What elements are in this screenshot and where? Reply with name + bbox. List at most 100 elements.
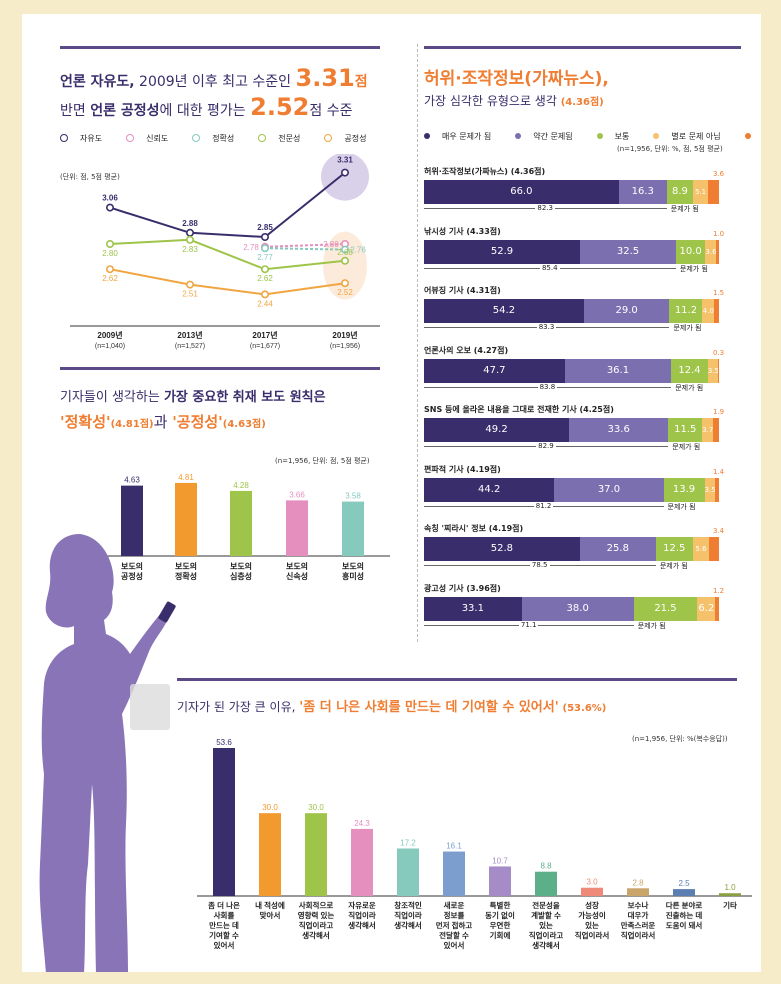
- reason-label-9-0: 보수나: [628, 900, 649, 910]
- section2-accuracy-score: (4.81점): [110, 419, 154, 430]
- stack-row-label-5: 편파적 기사 (4.19점): [424, 464, 501, 474]
- section4-title-prefix: 기자가 된 가장 큰 이유,: [177, 700, 300, 714]
- value-label-1-1: 2.80: [323, 240, 339, 249]
- stack-seg-6-0: 52.8: [424, 537, 580, 561]
- section4-title-bold: '좀 더 나은 사회를 만드는 데 기여할 수 있어서': [299, 700, 559, 715]
- series-line-4: [109, 268, 346, 296]
- principle-value-1: 4.81: [178, 473, 194, 482]
- reason-bar-8: [581, 887, 603, 896]
- stack-seg-0-0: 66.0: [424, 180, 619, 204]
- reason-label-9-3: 직업이라서: [621, 930, 656, 940]
- reason-value-11: 1.0: [724, 883, 736, 892]
- infographic-page: 언론 자유도, 2009년 이후 최고 수준인 3.31점 반면 언론 공정성에…: [22, 14, 761, 972]
- stack-seg-0-3: 5.1: [693, 180, 709, 204]
- stack-sum-label-3: 문제가 됨: [675, 383, 704, 392]
- highlight-freedom: [321, 154, 369, 201]
- reason-label-2-2: 직업이라고: [299, 920, 334, 930]
- stack-legend-label: 약간 문제됨: [533, 132, 573, 141]
- point-4-0: [105, 265, 114, 274]
- section3-title-text: 가장 심각한 유형으로 생각: [424, 94, 557, 108]
- principle-label-0-1: 공정성: [121, 571, 143, 581]
- reason-bar-9: [627, 888, 649, 896]
- reason-bar-5: [443, 851, 465, 896]
- stack-seg-0-1: 16.3: [618, 180, 667, 204]
- highlight-2019: [323, 231, 367, 300]
- reason-label-1-1: 맞아서: [260, 910, 281, 920]
- section1-fairness-label: 언론 공정성: [90, 103, 160, 119]
- stack-sum-value-4: 82.9: [536, 442, 556, 450]
- reason-label-5-2: 먼저 접하고: [436, 920, 473, 930]
- x-tick-0: 2009년: [97, 330, 122, 340]
- section2-top-rule: [60, 367, 380, 370]
- stack-seg-label-2-4: 1.5: [713, 289, 725, 297]
- stack-seg-label-1-4: 1.0: [713, 229, 725, 238]
- section4-note: (n=1,956, 단위: %(복수응답)): [632, 735, 728, 743]
- reason-label-3-2: 생각해서: [348, 920, 376, 930]
- principle-bar-3: [286, 500, 308, 556]
- reason-label-1-0: 내 적성에: [255, 900, 285, 910]
- reason-label-8-0: 성장: [585, 900, 599, 910]
- reason-label-6-0: 특별한: [490, 900, 511, 910]
- value-label-0-3: 3.31: [337, 156, 353, 165]
- section2-fairness-score: (4.63점): [222, 419, 266, 430]
- stack-seg-label-7-4: 1.2: [713, 586, 725, 595]
- reason-value-3: 24.3: [354, 819, 370, 828]
- section4-title-value: (53.6%): [562, 703, 607, 714]
- reason-value-2: 30.0: [308, 803, 324, 812]
- section3-title-score: (4.36점): [560, 97, 604, 108]
- section3-top-rule: [424, 46, 741, 49]
- point-3-3: [340, 256, 349, 265]
- value-label-0-0: 3.06: [102, 194, 118, 203]
- stack-seg-4-3: 3.7: [702, 418, 714, 442]
- legend-label: 전문성: [278, 134, 301, 143]
- reason-label-6-2: 우연한: [490, 920, 511, 930]
- stack-seg-label-3-4: 0.3: [713, 348, 725, 357]
- legend-marker: [60, 134, 68, 142]
- reason-bar-7: [535, 871, 557, 896]
- value-label-1-0: 2.78: [243, 243, 259, 252]
- value-label-0-1: 2.88: [182, 219, 198, 228]
- reason-value-0: 53.6: [216, 738, 232, 747]
- stack-row-label-3: 언론사의 오보 (4.27점): [424, 345, 509, 355]
- stack-row-label-4: SNS 등에 올라온 내용을 그대로 전재한 기사 (4.25점): [424, 405, 614, 414]
- section2-title-line2: '정확성'(4.81점)과 '공정성'(4.63점): [60, 411, 266, 432]
- stack-seg-6-3: 5.6: [692, 537, 710, 561]
- legend-item-2: 정확성: [192, 133, 246, 144]
- section1-title-line1: 언론 자유도, 2009년 이후 최고 수준인 3.31점: [60, 64, 368, 92]
- reason-label-7-2: 있는: [539, 920, 553, 930]
- x-tick-1: 2013년: [177, 330, 202, 340]
- reason-label-3-0: 자유로운: [348, 900, 376, 910]
- stack-sum-label-4: 문제가 됨: [672, 443, 701, 451]
- point-0-0: [105, 203, 114, 212]
- reason-label-10-2: 도움이 돼서: [666, 920, 703, 930]
- series-line-0: [109, 171, 346, 239]
- reason-label-10-0: 다른 분야로: [666, 900, 703, 910]
- reason-label-4-2: 생각해서: [394, 920, 422, 930]
- reason-label-5-1: 정보를: [444, 910, 465, 920]
- stack-legend-marker: [424, 133, 430, 139]
- stack-sum-label-6: 문제가 됨: [659, 562, 688, 570]
- stack-seg-1-4: [716, 239, 719, 264]
- stack-legend-marker: [653, 133, 660, 139]
- section2-title-prefix: 기자들이 생각하는: [60, 390, 164, 405]
- principle-label-3-1: 신속성: [286, 571, 308, 581]
- series-line-1: [264, 243, 346, 248]
- reason-label-5-3: 전달할 수: [439, 930, 469, 940]
- reason-bar-11: [719, 893, 741, 896]
- reason-label-6-3: 기회에: [490, 930, 511, 940]
- stack-seg-4-4: [713, 418, 719, 442]
- stack-seg-2-0: 54.2: [424, 299, 584, 323]
- principle-value-2: 4.28: [233, 481, 249, 490]
- legend-item-4: 공정성: [324, 133, 378, 144]
- x-note-0: (n=1,040): [95, 343, 125, 350]
- reason-label-2-3: 생각해서: [302, 930, 330, 940]
- stack-legend-label: 별로 문제 아님: [671, 132, 721, 141]
- section2-fairness: '공정성': [172, 413, 223, 431]
- section2-title-bold: 가장 중요한 취재 보도 원칙은: [163, 390, 326, 405]
- reason-label-4-1: 직업이라: [394, 910, 422, 920]
- stack-seg-5-3: 3.5: [704, 477, 715, 502]
- section2-line2-mid: 과: [153, 413, 173, 431]
- line-chart-legend: 자유도 신뢰도 정확성 전문성 공정성: [60, 126, 390, 145]
